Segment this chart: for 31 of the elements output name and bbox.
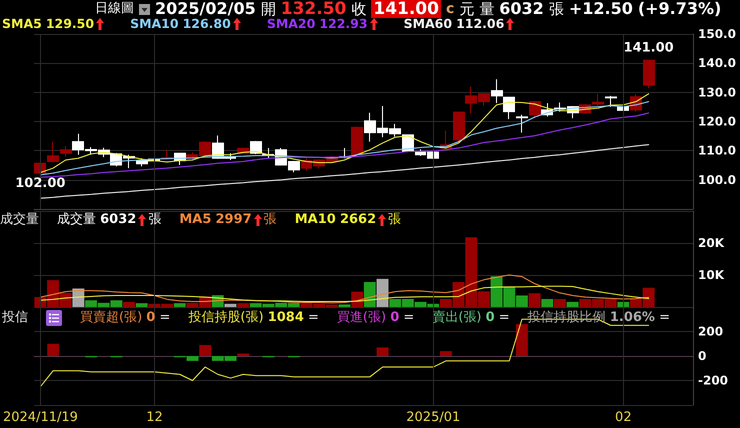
- y-tick-label: 20K: [698, 236, 725, 250]
- x-tick-label: 12: [146, 410, 163, 425]
- legend-label: 賣出(張) 0 =: [432, 310, 510, 326]
- text: SMA5 129.50: [2, 16, 94, 32]
- y-tick-label: 10K: [698, 268, 725, 282]
- text: 買賣超(張) 0 =: [80, 310, 170, 326]
- text: SMA10 126.80: [130, 16, 231, 32]
- y-tick-label: 150.0: [698, 27, 736, 41]
- x-tick-label: 2025/01: [406, 410, 460, 425]
- y-tick-label: 0: [698, 349, 706, 363]
- chart-title: 成交量: [0, 212, 39, 228]
- y-tick-label: -200: [698, 374, 728, 388]
- y-tick-label: 130.0: [698, 85, 736, 100]
- y-tick-label: 100.0: [698, 172, 736, 187]
- annotation: 成交量 6032 張: [57, 212, 162, 228]
- text: 投信持股(張) 1084 =: [188, 310, 319, 326]
- text: SMA60 112.06: [404, 16, 504, 32]
- y-tick-label: 120.0: [698, 114, 736, 128]
- y-tick-label: 200: [698, 324, 724, 338]
- annotation: 141.00: [624, 40, 674, 56]
- annotation: 102.00: [15, 176, 66, 191]
- text: MA5 2997 張: [179, 212, 277, 228]
- x-tick-label: 02: [615, 410, 632, 425]
- text: MA10 2662 張: [294, 212, 402, 228]
- chart-title: 日線圖 2025/02/05 開 132.50 收 141.00 c 元 量 6032 張 +12.50 (+9.73%): [95, 0, 722, 19]
- legend-label: 買進(張) 0 =: [336, 310, 414, 326]
- x-tick-label: 2024/11/19: [2, 410, 78, 425]
- text: SMA20 122.93: [266, 16, 368, 32]
- chart-title: 投信: [2, 310, 28, 326]
- y-tick-label: 110.0: [698, 144, 736, 158]
- y-tick-label: 140.0: [698, 56, 736, 70]
